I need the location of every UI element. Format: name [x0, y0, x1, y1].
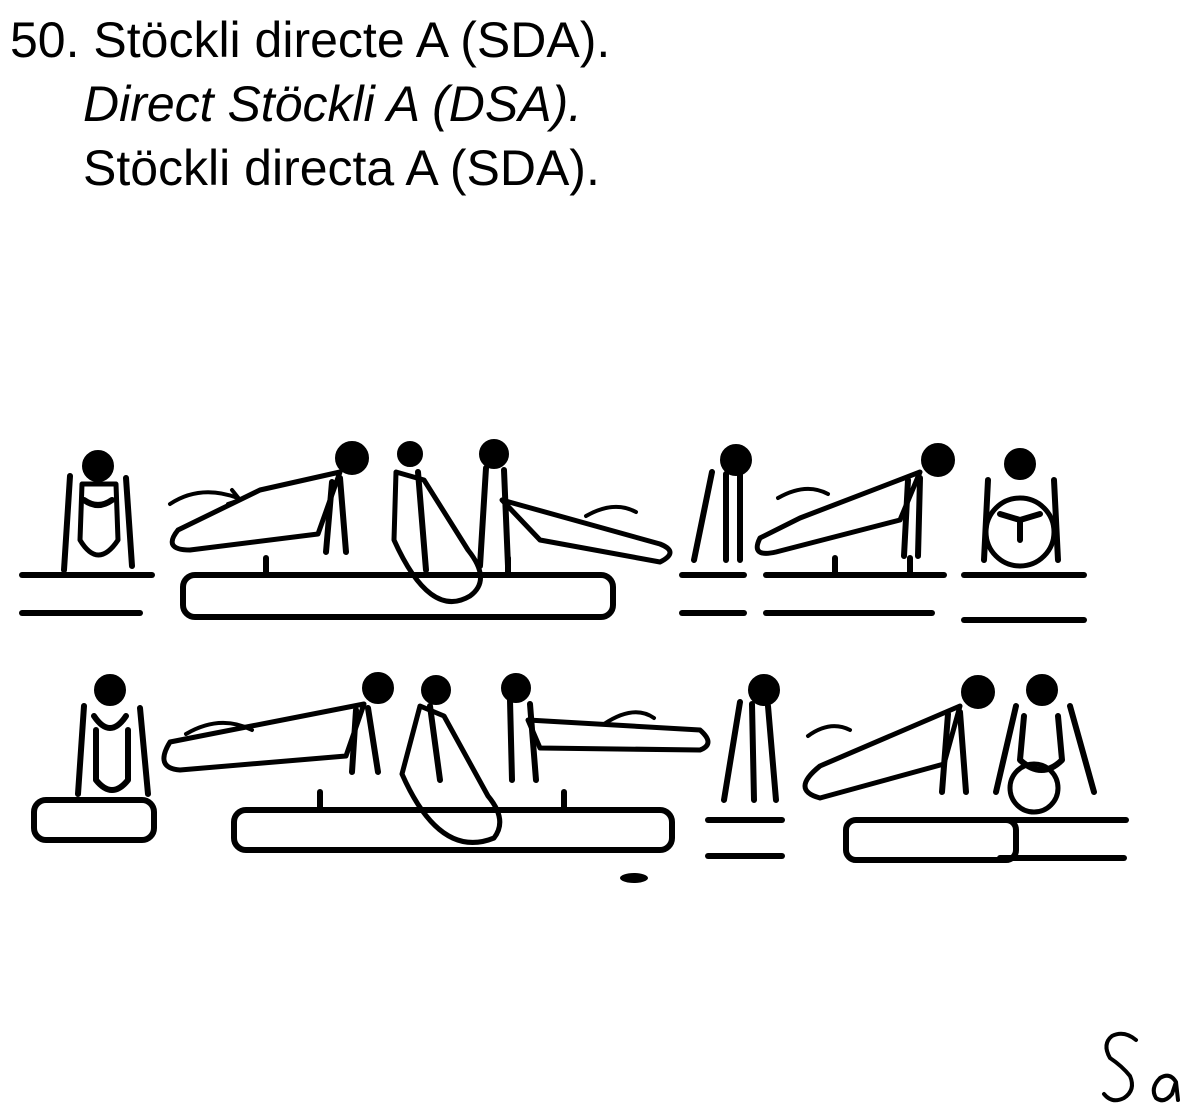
pommel-horse	[180, 555, 616, 620]
gymnast-figure	[399, 675, 503, 845]
title-english: Direct Stöckli A (DSA).	[83, 76, 583, 132]
gymnast-figure	[161, 672, 394, 775]
gymnast-figure	[477, 439, 673, 569]
element-title-block: 50. Stöckli directe A (SDA). Direct Stöc…	[10, 8, 610, 200]
row-2	[31, 672, 1129, 863]
handwritten-initials	[1102, 1031, 1180, 1103]
gymnast-figure	[705, 674, 785, 859]
ink-mark	[620, 873, 648, 883]
pommel-horse-sequence-illustration	[19, 439, 1129, 883]
gymnast-figure	[679, 444, 752, 616]
pommel-horse	[231, 789, 675, 853]
title-spanish: Stöckli directa A (SDA).	[83, 140, 600, 196]
gymnast-figure	[19, 450, 155, 616]
gymnast-figure	[168, 441, 369, 555]
gymnast-figure	[31, 674, 157, 843]
title-french: 50. Stöckli directe A (SDA).	[10, 12, 611, 68]
gymnast-figure	[802, 675, 1019, 863]
gymnast-figure	[754, 443, 955, 616]
gymnast-figure	[391, 441, 483, 604]
gymnast-figure	[501, 673, 711, 783]
row-1	[19, 439, 1087, 623]
gymnast-figure	[993, 674, 1129, 861]
gymnast-figure	[961, 448, 1087, 623]
